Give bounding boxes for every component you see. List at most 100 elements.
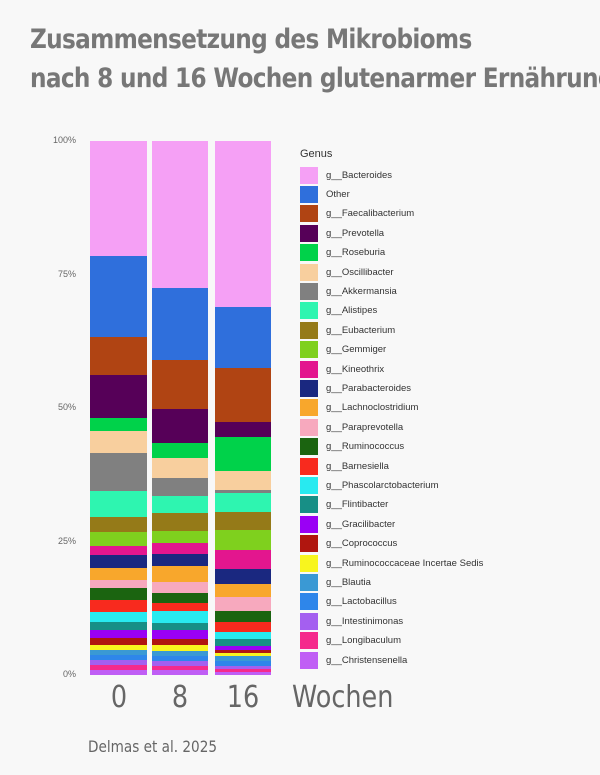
bar-segment	[90, 644, 147, 651]
legend-swatch	[300, 185, 318, 203]
legend-label: g__Lachnoclostridium	[326, 402, 419, 414]
y-tick-label: 50%	[57, 402, 76, 412]
bar-segment	[152, 611, 208, 624]
legend-label: g__Blautia	[326, 576, 371, 588]
bar-segment	[90, 567, 147, 581]
legend-item: g__Coprococcus	[300, 535, 397, 553]
legend-swatch	[300, 399, 318, 417]
legend-swatch	[300, 457, 318, 475]
bar-segment	[215, 493, 271, 513]
bar-segment	[90, 452, 147, 492]
bar-segment	[215, 490, 271, 494]
legend-label: g__Eubacterium	[326, 324, 396, 336]
legend-label: g__Coprococcus	[326, 538, 398, 550]
bar-segment	[215, 307, 271, 369]
legend-label: g__Gemmiger	[326, 344, 387, 356]
bar-segment	[152, 496, 208, 514]
bar-segment	[90, 630, 147, 639]
legend-item: g__Longibaculum	[300, 632, 401, 650]
bar-segment	[90, 588, 147, 601]
bar-segment	[152, 457, 208, 479]
legend-swatch	[300, 612, 318, 630]
legend-item: g__Christensenella	[300, 651, 407, 669]
legend-swatch	[300, 554, 318, 572]
bar-segment	[215, 611, 271, 623]
bar-segment	[215, 649, 271, 654]
legend-swatch	[300, 282, 318, 300]
legend-swatch	[300, 418, 318, 436]
bar-segment	[215, 141, 271, 308]
legend-swatch	[300, 632, 318, 650]
bar-week-0	[90, 141, 147, 676]
legend-item: g__Lachnoclostridium	[300, 399, 418, 417]
bar-segment	[90, 670, 147, 676]
legend-item: g__Barnesiella	[300, 457, 389, 475]
legend-swatch	[300, 321, 318, 339]
legend-label: g__Ruminococcaceae Incertae Sedis	[326, 557, 484, 569]
bar-segment	[215, 568, 271, 585]
legend-label: g__Parabacteroides	[326, 382, 412, 394]
legend-label: g__Ruminococcus	[326, 441, 405, 453]
y-tick-label: 100%	[52, 135, 76, 145]
legend-item: g__Lactobacillus	[300, 593, 397, 611]
bar-segment	[215, 668, 271, 673]
bar-segment	[215, 436, 271, 472]
legend-swatch	[300, 496, 318, 514]
legend-swatch	[300, 244, 318, 262]
legend-label: g__Christensenella	[326, 654, 408, 666]
legend-swatch	[300, 476, 318, 494]
bar-segment	[215, 652, 271, 657]
legend-item: g__Paraprevotella	[300, 418, 403, 436]
bar-segment	[90, 374, 147, 419]
legend-label: g__Faecalibacterium	[326, 208, 415, 220]
legend-swatch	[300, 166, 318, 184]
bar-segment	[215, 550, 271, 570]
bar-segment	[152, 622, 208, 631]
bar-segment	[90, 600, 147, 613]
bar-segment	[90, 256, 147, 338]
legend-item: g__Parabacteroides	[300, 379, 411, 397]
title-line-1: Zusammensetzung des Mikrobioms	[30, 24, 472, 55]
bar-segment	[90, 336, 147, 376]
legend-label: g__Lactobacillus	[326, 596, 397, 608]
bar-segment	[152, 639, 208, 646]
legend-label: g__Prevotella	[326, 227, 385, 239]
legend-label: g__Alistipes	[326, 305, 378, 317]
legend-item: g__Kineothrix	[300, 360, 384, 378]
bar-segment	[215, 672, 271, 676]
legend-swatch	[300, 360, 318, 378]
legend-title: Genus	[300, 148, 333, 160]
legend-label: g__Akkermansia	[326, 285, 397, 297]
bar-segment	[90, 431, 147, 454]
bar-segment	[90, 141, 147, 257]
bar-segment	[90, 637, 147, 646]
legend-label: g__Paraprevotella	[326, 421, 404, 433]
bar-segment	[152, 566, 208, 583]
bar-segment	[152, 603, 208, 612]
legend-swatch	[300, 515, 318, 533]
bar-segment	[152, 630, 208, 640]
legend-swatch	[300, 535, 318, 553]
bar-segment	[152, 359, 208, 410]
legend-item: g__Intestinimonas	[300, 612, 403, 630]
bar-segment	[152, 666, 208, 671]
y-tick-label: 25%	[57, 535, 76, 546]
legend-item: g__Roseburia	[300, 244, 385, 262]
legend-swatch	[300, 205, 318, 223]
legend-label: g__Barnesiella	[326, 460, 389, 472]
x-axis-unit: Wochen	[292, 680, 394, 715]
bar-segment	[90, 579, 147, 589]
legend-item: g__Oscillibacter	[300, 263, 394, 281]
bar-segment	[90, 490, 147, 518]
legend-swatch	[300, 438, 318, 456]
legend-item: g__Prevotella	[300, 224, 384, 242]
legend-label: g__Gracilibacter	[326, 518, 396, 530]
bar-segment	[215, 512, 271, 531]
x-tick-label: 0	[110, 680, 127, 715]
legend-swatch	[300, 573, 318, 591]
y-tick-label: 75%	[57, 268, 76, 279]
x-tick-label: 8	[171, 680, 189, 715]
bar-segment	[215, 584, 271, 597]
legend-swatch	[300, 341, 318, 359]
legend-swatch	[300, 302, 318, 320]
